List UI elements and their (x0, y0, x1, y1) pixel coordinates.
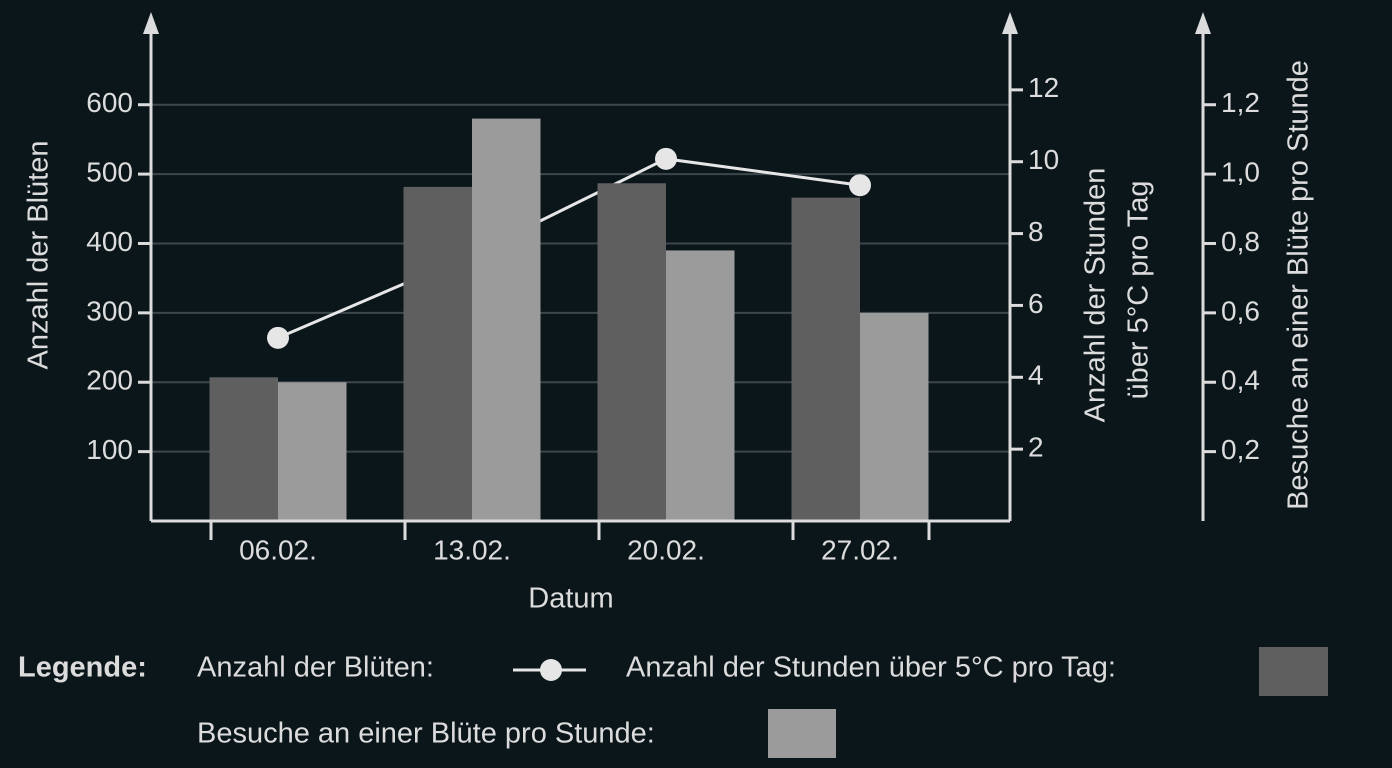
y-tick-label: 6 (1028, 288, 1044, 319)
y-tick-label: 4 (1028, 360, 1044, 391)
bar (278, 382, 347, 521)
y-tick-label: 500 (86, 156, 133, 187)
arrow (143, 12, 159, 34)
point (655, 147, 677, 170)
x-tick-label: 13.02. (433, 534, 511, 565)
y-tick-label: 0,2 (1221, 434, 1260, 465)
axis-arrows (143, 12, 1211, 34)
bar (597, 183, 666, 521)
legend: Legende: Anzahl der Blüten: Anzahl der S… (18, 647, 1328, 758)
x-axis-title: Datum (528, 583, 613, 615)
y2-axis-title: über 5°C pro Tag (1123, 180, 1155, 399)
legend-swatch (1259, 647, 1328, 696)
x-tick-label: 20.02. (627, 534, 705, 565)
y-tick-label: 100 (86, 434, 133, 465)
y-tick-label: 1,0 (1221, 156, 1260, 187)
bar (209, 377, 278, 521)
x-tick-label: 06.02. (239, 534, 317, 565)
bar (860, 312, 929, 521)
y-tick-label: 10 (1028, 144, 1059, 175)
axes (149, 28, 1205, 540)
y3-axis-title: Besuche an einer Blüte pro Stunde (1283, 60, 1315, 510)
line (277, 157, 861, 340)
y-tick-label: 400 (86, 226, 133, 257)
y-tick-label: 2 (1028, 432, 1044, 463)
y-tick-label: 200 (86, 365, 133, 396)
y-tick-label: 8 (1028, 216, 1044, 247)
y-tick-label: 12 (1028, 72, 1059, 103)
y-tick-label: 0,4 (1221, 365, 1260, 396)
y-tick-label: 0,6 (1221, 295, 1260, 326)
bar (666, 250, 735, 521)
bar (472, 118, 541, 521)
labels: 100 200 300 400 500 600 2 4 6 8 10 12 0,2 0,4 0,6 0,8 1,… (86, 72, 1260, 565)
point (849, 174, 871, 197)
y-axis-title: Anzahl der Blüten (23, 141, 55, 370)
legend-marker (540, 659, 562, 681)
y-tick-label: 600 (86, 87, 133, 118)
x-tick-label: 27.02. (821, 534, 899, 565)
legend-label: Anzahl der Blüten: (197, 652, 434, 684)
legend-label: Anzahl der Stunden über 5°C pro Tag: (626, 652, 1116, 684)
point (267, 326, 289, 349)
legend-swatch (768, 709, 836, 758)
y-tick-label: 300 (86, 295, 133, 326)
y-tick-label: 1,2 (1221, 87, 1260, 118)
bar (403, 186, 472, 521)
bar (791, 197, 860, 521)
legend-label: Besuche an einer Blüte pro Stunde: (197, 718, 655, 750)
y-tick-label: 0,8 (1221, 226, 1260, 257)
marks (209, 118, 929, 521)
arrow (1195, 12, 1211, 34)
y2-axis-title: Anzahl der Stunden (1080, 168, 1112, 423)
arrow (1002, 12, 1018, 34)
legend-title: Legende: (18, 652, 147, 684)
